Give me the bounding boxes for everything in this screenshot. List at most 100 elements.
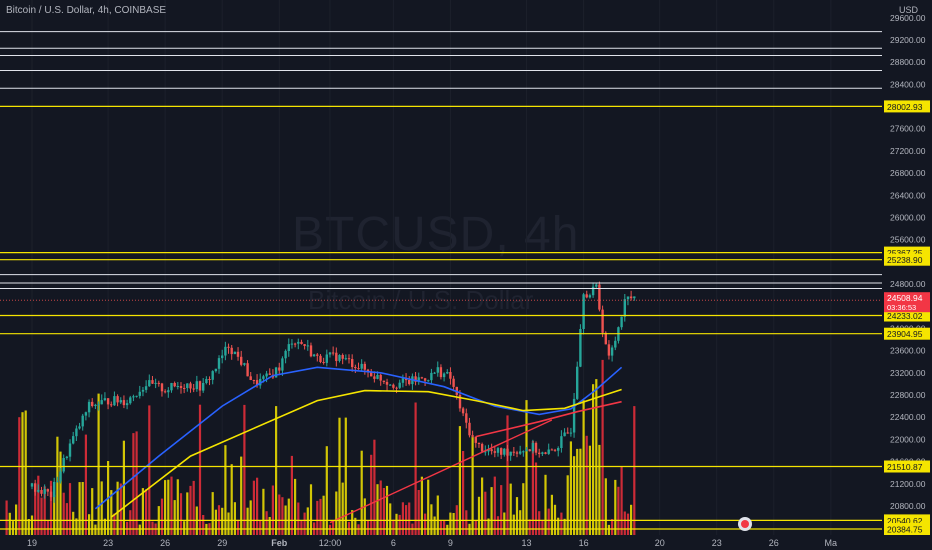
volume-bar xyxy=(398,514,401,535)
volume-bar xyxy=(56,436,59,535)
candle-body xyxy=(75,428,78,437)
candle-body xyxy=(392,384,395,388)
candle-body xyxy=(493,451,496,453)
candle-body xyxy=(211,371,214,380)
volume-bar xyxy=(160,498,164,535)
candle-body xyxy=(557,448,560,451)
y-tick-label: 26000.00 xyxy=(890,213,926,223)
volume-bar xyxy=(328,524,332,535)
candle-body xyxy=(157,382,160,384)
volume-bar xyxy=(81,482,84,535)
tradingview-logo-icon[interactable] xyxy=(738,517,752,531)
volume-bar xyxy=(30,515,34,535)
volume-bar xyxy=(420,476,423,535)
candle-body xyxy=(94,404,97,406)
candle-body xyxy=(306,345,309,347)
volume-bar xyxy=(458,426,461,535)
x-tick-label: 23 xyxy=(712,538,722,548)
candle-body xyxy=(417,377,420,382)
candle-body xyxy=(449,372,452,379)
candle-body xyxy=(563,432,566,437)
volume-bar xyxy=(376,484,379,535)
volume-bar xyxy=(335,491,338,535)
candle-body xyxy=(328,352,332,355)
volume-bar xyxy=(233,502,236,535)
trend-line[interactable] xyxy=(329,419,553,524)
candle-body xyxy=(290,343,294,345)
volume-bar xyxy=(566,475,569,535)
volume-bar xyxy=(145,489,148,535)
volume-bar xyxy=(189,485,192,535)
x-tick-label: 26 xyxy=(160,538,170,548)
candle-body xyxy=(442,373,446,378)
candle-body xyxy=(53,481,56,498)
candle-body xyxy=(236,351,240,357)
candle-body xyxy=(366,369,370,372)
candle-body xyxy=(572,398,576,433)
candle-body xyxy=(141,389,145,392)
candle-body xyxy=(217,358,221,369)
x-tick-label: 26 xyxy=(769,538,779,548)
volume-bar xyxy=(252,480,255,535)
candle-body xyxy=(487,449,490,452)
candle-body xyxy=(72,436,75,444)
candle-body xyxy=(626,296,630,300)
price-label-yellow-box xyxy=(884,460,930,473)
price-label-yellow-box xyxy=(884,253,930,266)
volume-bar xyxy=(443,520,446,535)
volume-bar xyxy=(88,514,91,535)
candle-body xyxy=(338,355,341,361)
candle-body xyxy=(62,458,65,472)
volume-bar xyxy=(316,500,319,535)
volume-bar xyxy=(477,496,481,535)
candle-body xyxy=(395,387,398,389)
candle-body xyxy=(300,341,303,344)
candle-body xyxy=(240,356,243,365)
candle-body xyxy=(446,372,449,374)
candle-body xyxy=(246,363,249,377)
candle-body xyxy=(351,359,354,367)
candle-body xyxy=(633,296,636,299)
volume-bar xyxy=(306,507,309,535)
volume-bar xyxy=(202,515,205,535)
volume-bar xyxy=(582,400,585,535)
volume-bar xyxy=(382,488,385,535)
candle-body xyxy=(198,381,202,391)
candle-body xyxy=(344,358,347,360)
volume-bar xyxy=(319,498,322,535)
volume-bar xyxy=(227,512,230,535)
volume-bar xyxy=(506,415,509,535)
volume-bar xyxy=(110,490,113,535)
countdown-label: 03:36:53 xyxy=(887,303,916,312)
candle-body xyxy=(268,373,271,375)
candle-body xyxy=(354,367,357,369)
price-label-yellow: 21510.87 xyxy=(887,462,923,472)
volume-bar xyxy=(94,524,97,535)
volume-bar xyxy=(275,406,278,535)
candle-body xyxy=(579,329,582,367)
volume-bar xyxy=(49,480,53,535)
volume-bar xyxy=(544,474,547,535)
volume-bar xyxy=(560,512,563,535)
candle-body xyxy=(522,451,525,453)
candle-body xyxy=(322,362,325,363)
volume-bar xyxy=(569,441,572,535)
symbol-info[interactable]: Bitcoin / U.S. Dollar, 4h, COINBASE xyxy=(6,5,167,16)
volume-bar xyxy=(113,513,116,535)
price-label-yellow: 20384.75 xyxy=(887,525,923,535)
x-tick-label: 9 xyxy=(448,538,453,548)
candle-body xyxy=(202,383,205,391)
candle-body xyxy=(512,451,515,453)
volume-bar xyxy=(65,503,68,535)
volume-bar xyxy=(46,521,49,535)
volume-bar xyxy=(236,519,240,535)
candle-body xyxy=(341,355,344,359)
price-label-yellow-box xyxy=(884,523,930,535)
volume-bar xyxy=(129,510,132,535)
candle-body xyxy=(607,344,611,356)
candle-body xyxy=(78,426,81,429)
x-tick-label: 23 xyxy=(103,538,113,548)
candle-body xyxy=(423,378,427,381)
